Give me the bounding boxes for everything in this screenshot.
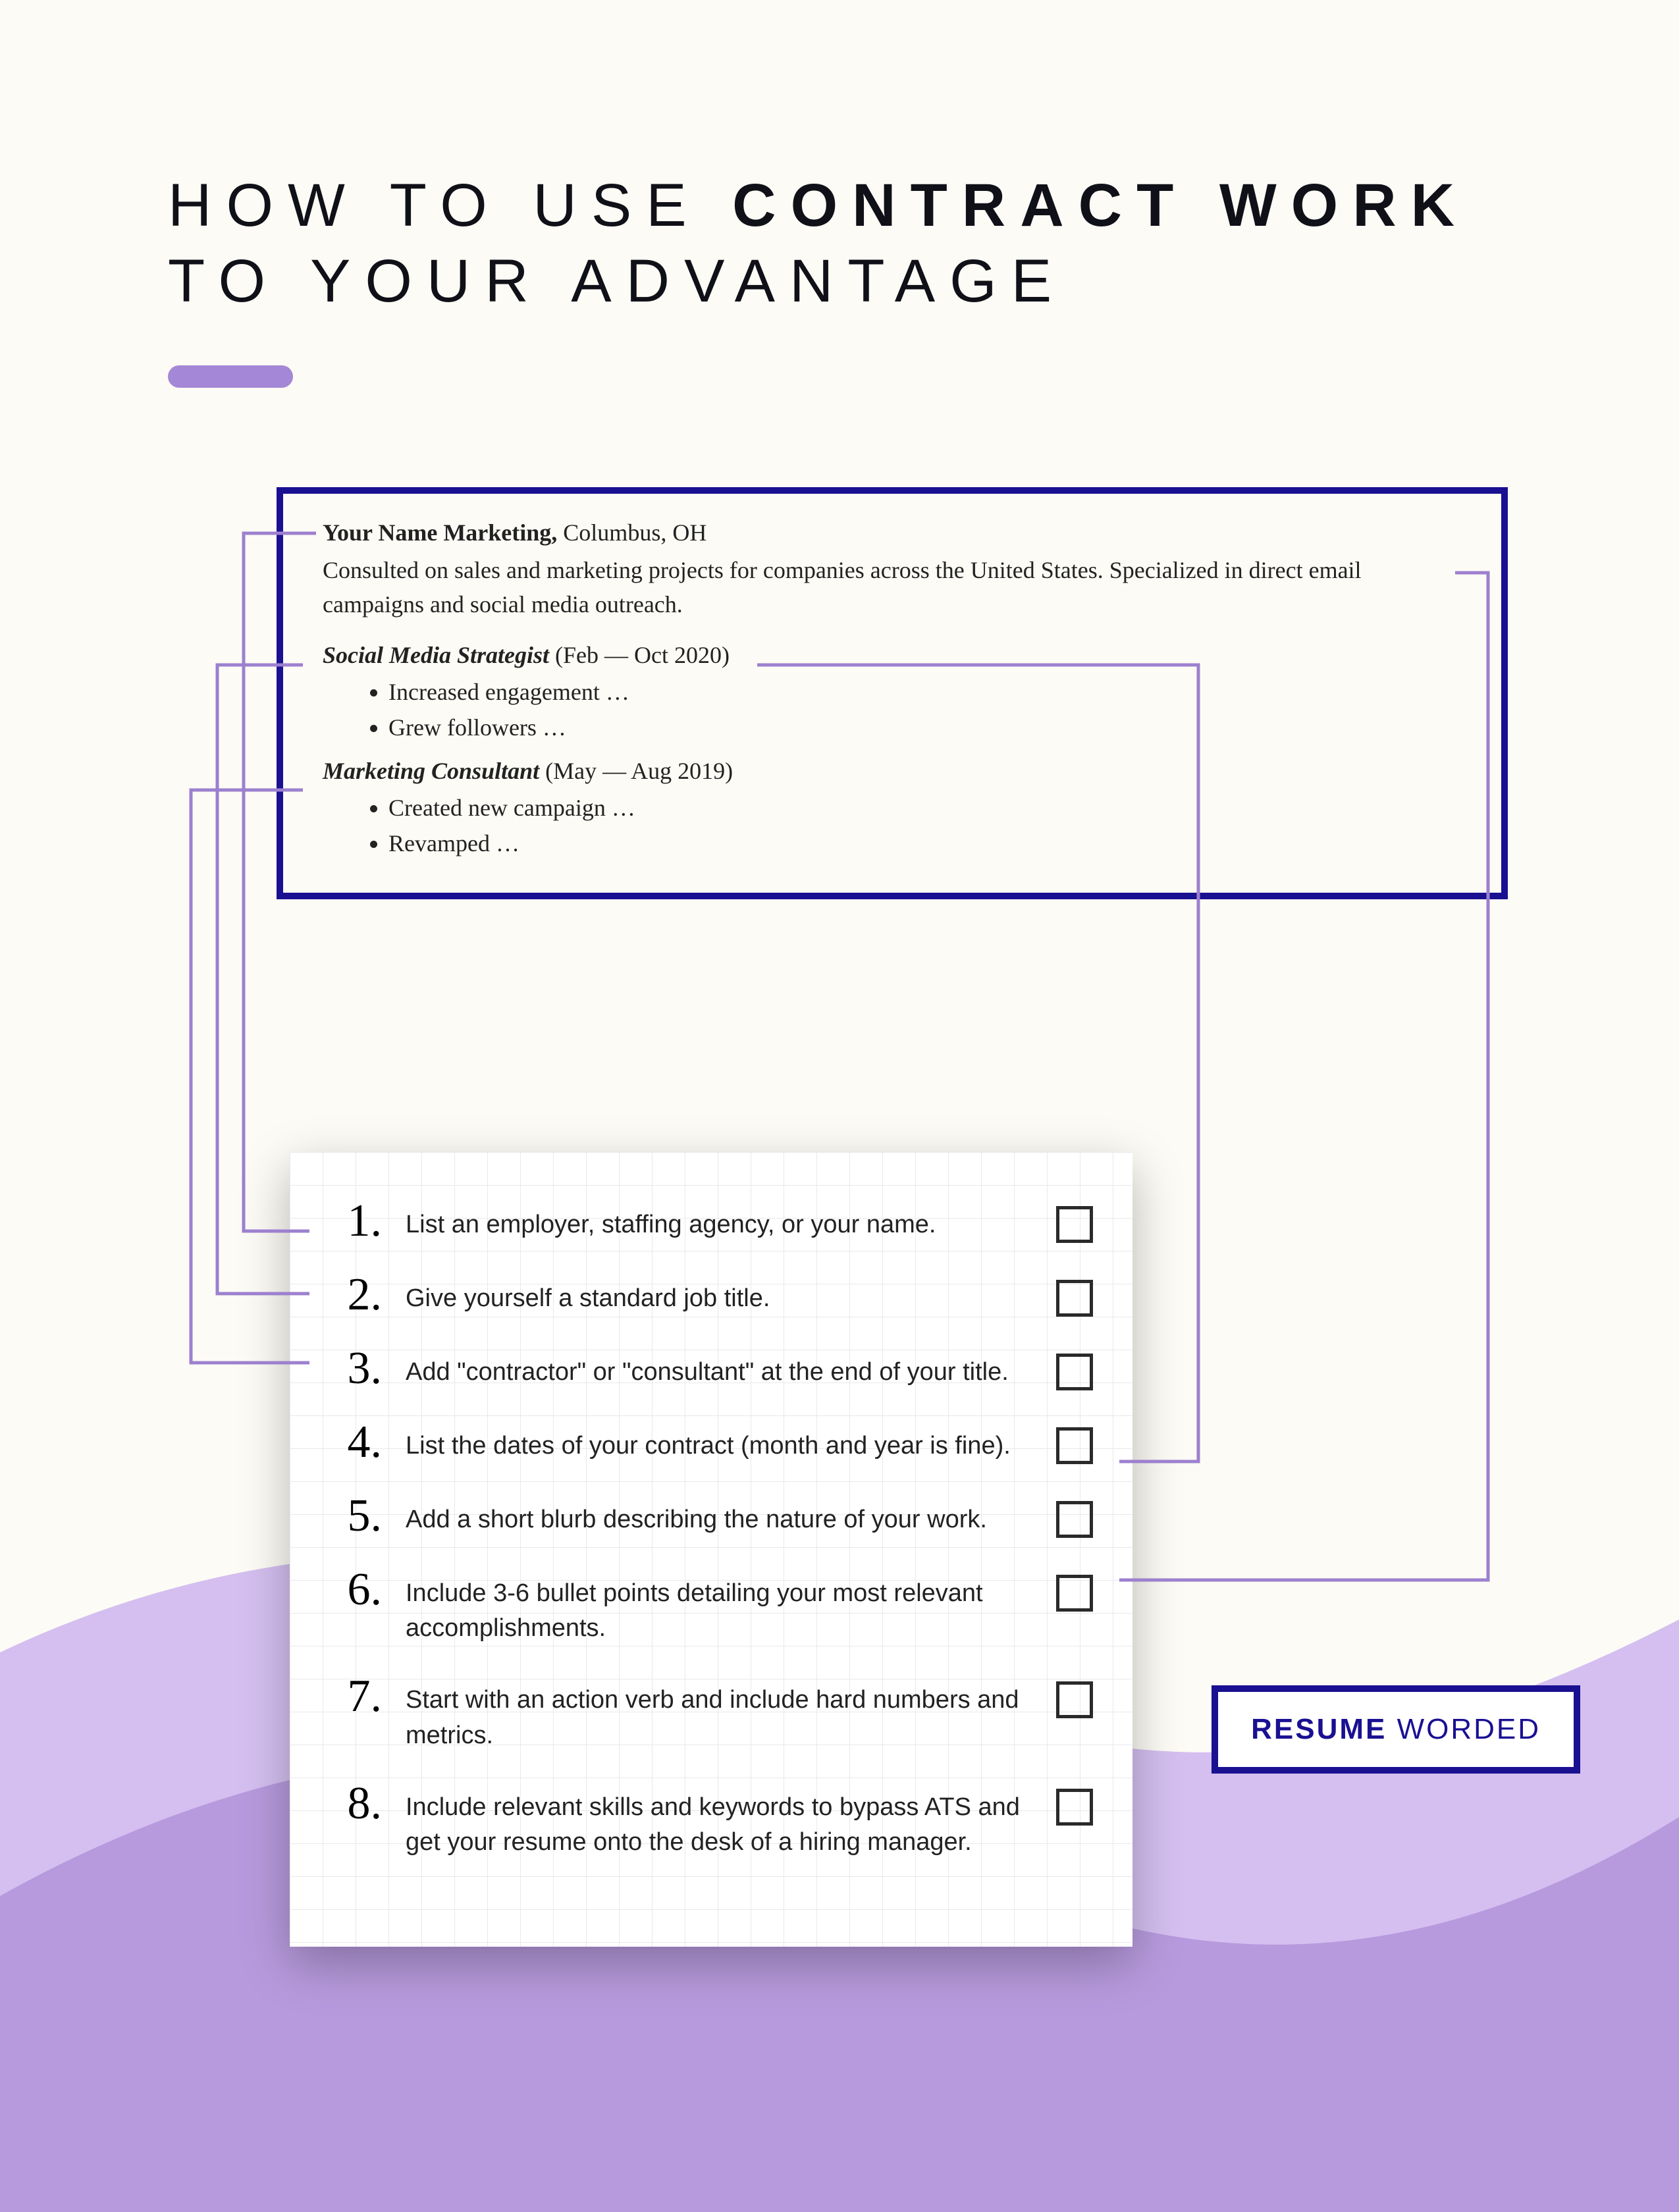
checklist-item-1: 1. List an employer, staffing agency, or…: [329, 1198, 1093, 1244]
resume-snippet: Your Name Marketing, Columbus, OH Consul…: [277, 487, 1508, 899]
checkbox-icon: [1056, 1206, 1093, 1243]
resume-bullet: Revamped …: [388, 826, 1462, 861]
checkbox-icon: [1056, 1789, 1093, 1826]
checklist-item-5: 5. Add a short blurb describing the natu…: [329, 1493, 1093, 1539]
resume-company-loc: Columbus, OH: [557, 519, 706, 546]
resume-role-1-title: Marketing Consultant: [323, 758, 539, 784]
checklist-item-3: 3. Add "contractor" or "consultant" at t…: [329, 1346, 1093, 1392]
resume-role-1-dates: (May — Aug 2019): [539, 758, 733, 784]
checklist-text: List the dates of your contract (month a…: [406, 1419, 1032, 1463]
checklist-num: 6.: [329, 1567, 382, 1613]
resume-role-0: Social Media Strategist (Feb — Oct 2020): [323, 641, 1462, 669]
title-prefix: HOW TO USE: [168, 172, 732, 239]
checklist-item-6: 6. Include 3-6 bullet points detailing y…: [329, 1567, 1093, 1646]
checkbox-icon: [1056, 1427, 1093, 1464]
resume-role-0-bullets: Increased engagement … Grew followers …: [388, 674, 1462, 745]
resume-role-1: Marketing Consultant (May — Aug 2019): [323, 757, 1462, 785]
checklist-item-4: 4. List the dates of your contract (mont…: [329, 1419, 1093, 1465]
checklist-text: Add "contractor" or "consultant" at the …: [406, 1346, 1032, 1390]
resume-company-line: Your Name Marketing, Columbus, OH: [323, 519, 1462, 546]
accent-bar: [168, 365, 293, 388]
checklist-num: 3.: [329, 1346, 382, 1392]
title-line2: TO YOUR ADVANTAGE: [168, 244, 1511, 319]
checklist-item-8: 8. Include relevant skills and keywords …: [329, 1781, 1093, 1860]
checklist-num: 4.: [329, 1419, 382, 1465]
logo-rest: WORDED: [1387, 1713, 1541, 1745]
logo-bold: RESUME: [1251, 1713, 1387, 1745]
checkbox-icon: [1056, 1354, 1093, 1390]
checklist-text: Include 3-6 bullet points detailing your…: [406, 1567, 1032, 1646]
checklist-num: 1.: [329, 1198, 382, 1244]
checklist-text: Include relevant skills and keywords to …: [406, 1781, 1032, 1860]
checkbox-icon: [1056, 1501, 1093, 1538]
resume-bullet: Grew followers …: [388, 710, 1462, 745]
checklist-num: 5.: [329, 1493, 382, 1539]
resume-role-0-dates: (Feb — Oct 2020): [549, 642, 730, 668]
checkbox-icon: [1056, 1575, 1093, 1612]
checklist-num: 2.: [329, 1272, 382, 1318]
checklist-num: 7.: [329, 1673, 382, 1720]
checklist-text: List an employer, staffing agency, or yo…: [406, 1198, 1032, 1242]
resume-role-0-title: Social Media Strategist: [323, 642, 549, 668]
resume-bullet: Increased engagement …: [388, 674, 1462, 710]
page-title: HOW TO USE CONTRACT WORK TO YOUR ADVANTA…: [168, 168, 1511, 388]
checklist-item-2: 2. Give yourself a standard job title.: [329, 1272, 1093, 1318]
resume-company-name: Your Name Marketing,: [323, 519, 557, 546]
checklist-num: 8.: [329, 1781, 382, 1827]
resume-bullet: Created new campaign …: [388, 790, 1462, 826]
checkbox-icon: [1056, 1280, 1093, 1317]
checklist-card: 1. List an employer, staffing agency, or…: [290, 1152, 1133, 1947]
checklist-item-7: 7. Start with an action verb and include…: [329, 1673, 1093, 1752]
title-bold: CONTRACT WORK: [732, 172, 1469, 239]
checklist-text: Give yourself a standard job title.: [406, 1272, 1032, 1316]
resume-role-1-bullets: Created new campaign … Revamped …: [388, 790, 1462, 861]
logo-badge: RESUME WORDED: [1212, 1685, 1580, 1774]
checkbox-icon: [1056, 1681, 1093, 1718]
checklist-text: Add a short blurb describing the nature …: [406, 1493, 1032, 1537]
checklist-text: Start with an action verb and include ha…: [406, 1673, 1032, 1752]
resume-blurb: Consulted on sales and marketing project…: [323, 553, 1462, 621]
